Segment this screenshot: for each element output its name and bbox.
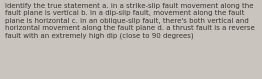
Text: Identify the true statement a. in a strike-slip fault movement along the fault p: Identify the true statement a. in a stri… — [5, 3, 254, 39]
